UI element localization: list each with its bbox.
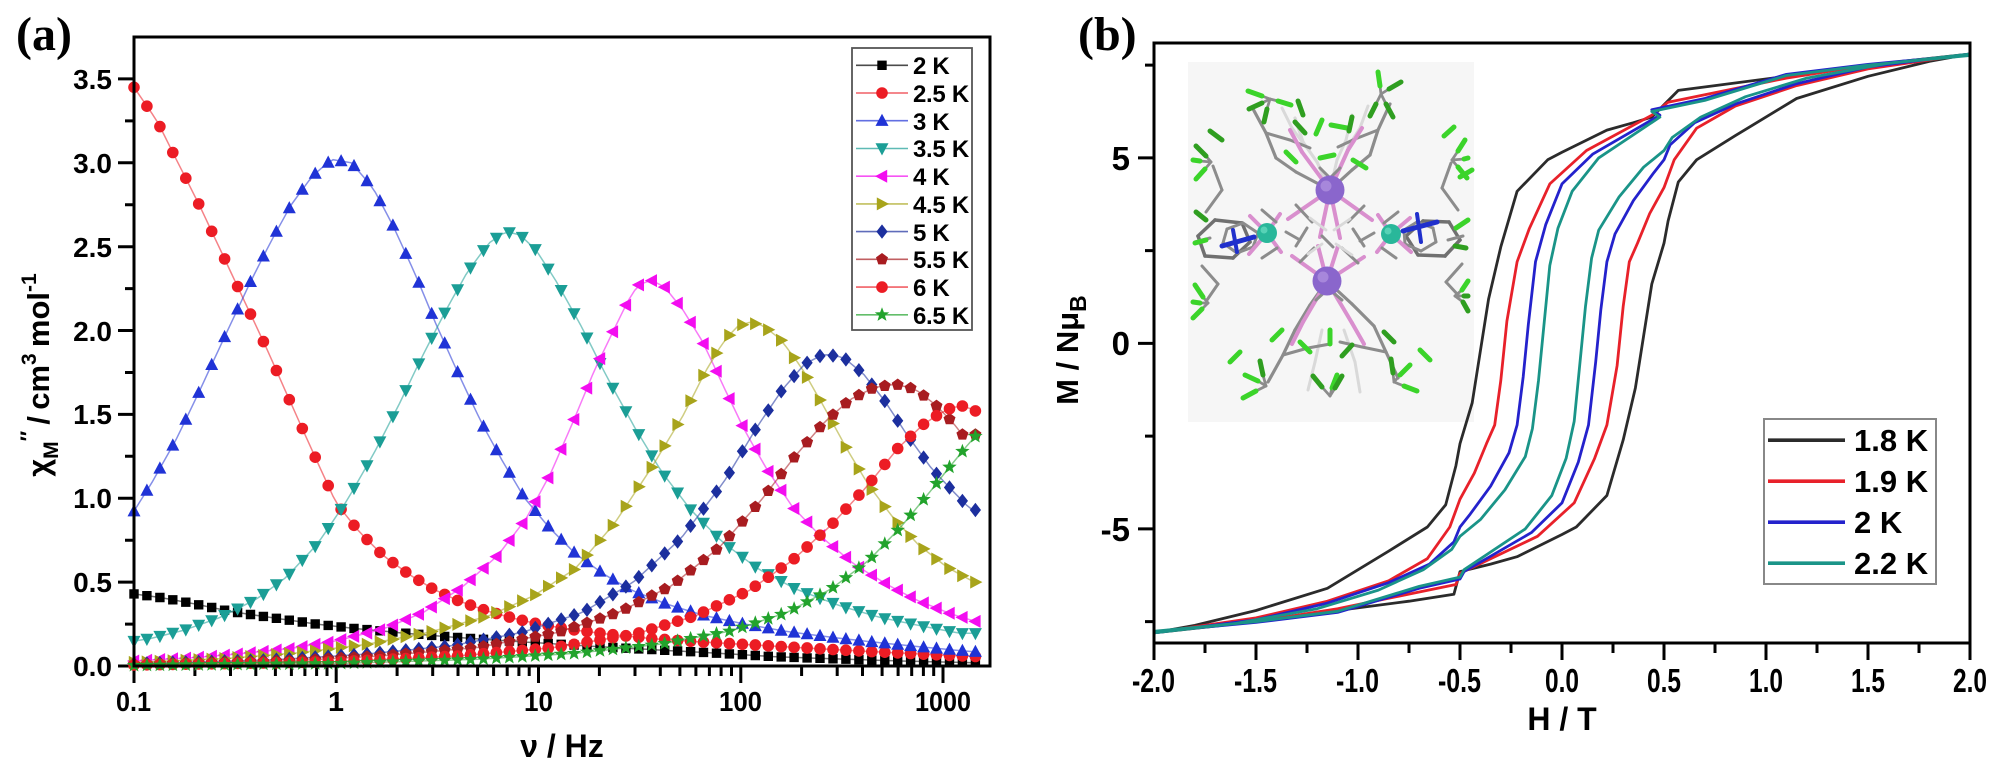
- svg-text:5.5 K: 5.5 K: [913, 247, 970, 274]
- svg-text:0.5: 0.5: [73, 567, 112, 598]
- svg-text:1.0: 1.0: [73, 483, 112, 514]
- svg-text:2.0: 2.0: [73, 316, 112, 347]
- svg-text:2 K: 2 K: [913, 53, 950, 80]
- svg-text:0.0: 0.0: [73, 651, 112, 682]
- svg-text:M / NμB: M / NμB: [1050, 295, 1091, 405]
- svg-text:-1.5: -1.5: [1234, 662, 1277, 699]
- svg-text:-1.0: -1.0: [1336, 662, 1379, 699]
- svg-text:0.5: 0.5: [1647, 662, 1681, 699]
- svg-text:H / T: H / T: [1527, 701, 1597, 737]
- svg-text:1.0: 1.0: [1749, 662, 1783, 699]
- svg-text:2.2 K: 2.2 K: [1854, 546, 1929, 581]
- svg-text:1000: 1000: [915, 686, 971, 717]
- svg-text:2.5: 2.5: [73, 232, 112, 263]
- svg-text:-0.5: -0.5: [1438, 662, 1481, 699]
- svg-text:2.0: 2.0: [1953, 662, 1987, 699]
- svg-text:5: 5: [1112, 140, 1130, 177]
- svg-text:2.5 K: 2.5 K: [913, 81, 970, 108]
- svg-text:1.8 K: 1.8 K: [1854, 423, 1929, 458]
- svg-text:6 K: 6 K: [913, 275, 950, 302]
- svg-text:4.5 K: 4.5 K: [913, 192, 970, 219]
- svg-text:4 K: 4 K: [913, 164, 950, 191]
- svg-text:0.1: 0.1: [116, 686, 151, 717]
- svg-text:ν / Hz: ν / Hz: [520, 728, 604, 764]
- svg-text:6.5 K: 6.5 K: [913, 303, 970, 330]
- svg-text:0: 0: [1112, 325, 1130, 362]
- svg-text:-2.0: -2.0: [1132, 662, 1175, 699]
- svg-text:1.5: 1.5: [73, 399, 112, 430]
- svg-text:100: 100: [719, 686, 762, 717]
- svg-text:2 K: 2 K: [1854, 505, 1903, 540]
- svg-text:10: 10: [524, 686, 553, 717]
- svg-text:3.0: 3.0: [73, 148, 112, 179]
- svg-text:5 K: 5 K: [913, 220, 950, 247]
- svg-text:3 K: 3 K: [913, 109, 950, 136]
- svg-text:0.0: 0.0: [1545, 662, 1579, 699]
- svg-text:3.5: 3.5: [73, 64, 112, 95]
- svg-text:(b): (b): [1078, 8, 1137, 61]
- svg-text:1.9 K: 1.9 K: [1854, 464, 1929, 499]
- svg-text:1.5: 1.5: [1851, 662, 1885, 699]
- svg-text:(a): (a): [16, 8, 72, 61]
- svg-text:-5: -5: [1101, 511, 1130, 548]
- svg-text:3.5 K: 3.5 K: [913, 136, 970, 163]
- svg-text:1: 1: [328, 686, 344, 717]
